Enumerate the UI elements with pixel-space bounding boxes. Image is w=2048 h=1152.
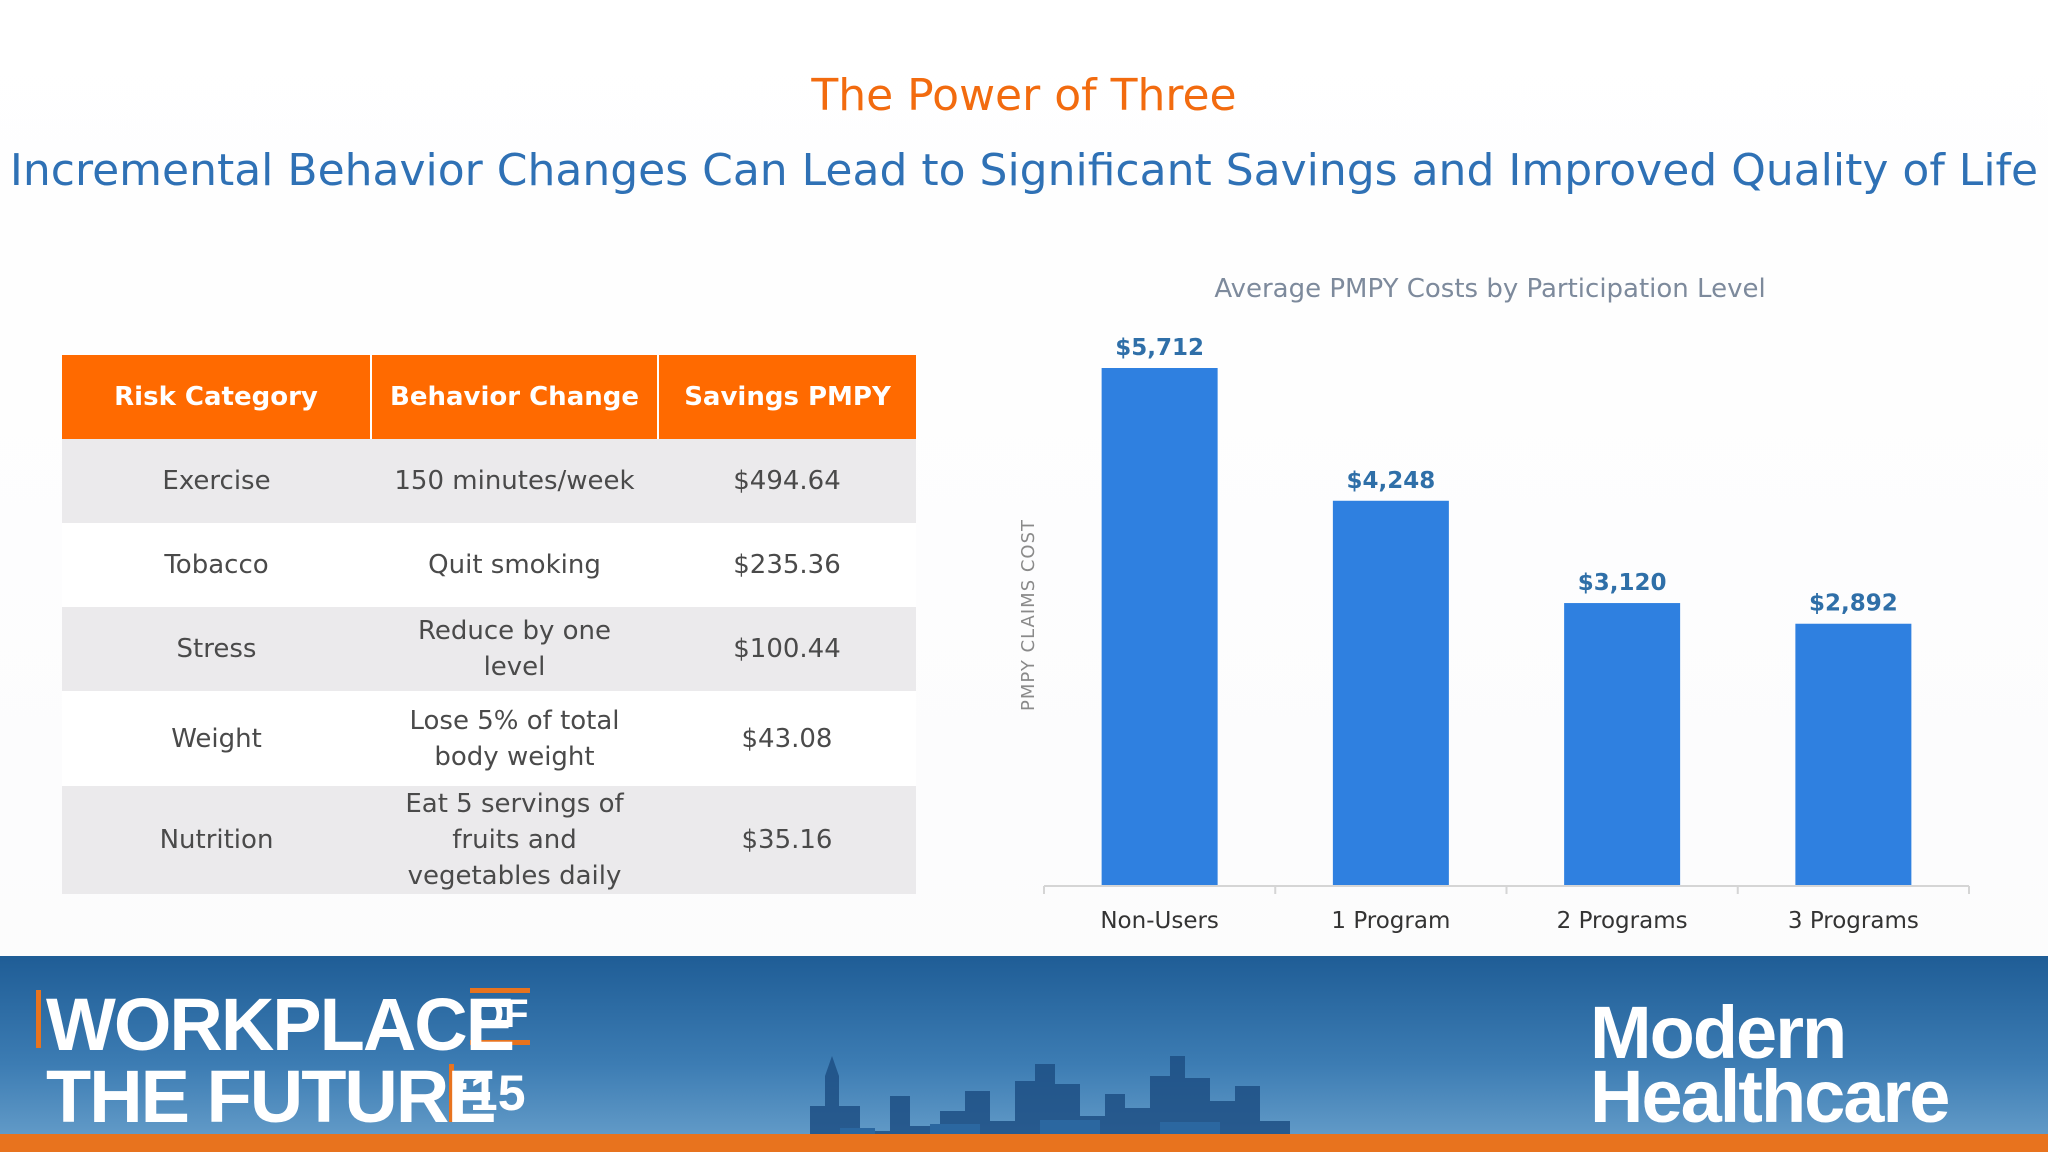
cell-savings: $235.36 <box>658 523 916 607</box>
chart-y-axis-label: PMPY CLAIMS COST <box>1018 519 1039 711</box>
cell-category: Weight <box>62 691 371 786</box>
chart-category-label: 3 Programs <box>1788 908 1919 934</box>
footer-banner: WORKPLACE OF THE FUTURE ‘15 Modern Healt… <box>0 956 2048 1152</box>
chart-category-label: 1 Program <box>1331 908 1450 934</box>
cell-savings: $494.64 <box>658 439 916 523</box>
chart-category-label: Non-Users <box>1100 908 1219 934</box>
cell-category: Tobacco <box>62 523 371 607</box>
cost-bar-chart: Average PMPY Costs by Participation Leve… <box>1018 274 1970 934</box>
chart-ticks <box>1043 886 1970 894</box>
event-logo-text: THE FUTURE <box>46 1055 497 1138</box>
chart-title: Average PMPY Costs by Participation Leve… <box>1214 274 1765 304</box>
chart-bar <box>1332 500 1449 886</box>
chart-value-labels: $5,712 $4,248 $3,120 $2,892 <box>1115 335 1898 617</box>
table-header-row: Risk Category Behavior Change Savings PM… <box>62 355 916 439</box>
chart-bars <box>1101 368 1912 886</box>
chart-bar <box>1795 623 1912 886</box>
page-title: The Power of Three <box>811 70 1237 121</box>
header-savings-pmpy: Savings PMPY <box>657 355 916 439</box>
cell-change: Eat 5 servings of fruits and vegetables … <box>371 786 658 894</box>
cell-savings: $35.16 <box>658 786 916 894</box>
cell-change: Reduce by one level <box>371 607 658 691</box>
table-row: Stress Reduce by one level $100.44 <box>62 607 916 691</box>
brand-logo-text: Modern <box>1590 991 1847 1074</box>
event-logo-text: OF <box>473 992 529 1036</box>
cell-category: Stress <box>62 607 371 691</box>
cell-savings: $100.44 <box>658 607 916 691</box>
chart-bar <box>1564 603 1681 886</box>
page-subtitle: Incremental Behavior Changes Can Lead to… <box>9 145 2039 196</box>
cell-change: 150 minutes/week <box>371 439 658 523</box>
chart-category-label: 2 Programs <box>1557 908 1688 934</box>
cell-change: Lose 5% of total body weight <box>371 691 658 786</box>
table-row: Exercise 150 minutes/week $494.64 <box>62 439 916 523</box>
cell-savings: $43.08 <box>658 691 916 786</box>
cell-change: Quit smoking <box>371 523 658 607</box>
table-row: Weight Lose 5% of total body weight $43.… <box>62 691 916 786</box>
cell-category: Exercise <box>62 439 371 523</box>
brand-logo-text: Healthcare <box>1590 1055 1950 1138</box>
event-logo-accent-bar <box>36 990 41 1048</box>
event-logo-accent-bar <box>470 1040 530 1045</box>
table-row: Tobacco Quit smoking $235.36 <box>62 523 916 607</box>
event-logo-text: WORKPLACE <box>46 983 515 1066</box>
event-logo-text: ‘15 <box>456 1065 526 1121</box>
chart-category-labels: Non-Users 1 Program 2 Programs 3 Programs <box>1100 908 1919 934</box>
event-logo-accent-bar <box>449 1064 454 1122</box>
chart-data-label: $4,248 <box>1346 468 1435 494</box>
cell-category: Nutrition <box>62 786 371 894</box>
savings-table: Risk Category Behavior Change Savings PM… <box>62 355 916 894</box>
chart-data-label: $5,712 <box>1115 335 1204 361</box>
header-behavior-change: Behavior Change <box>370 355 658 439</box>
event-logo-accent-bar <box>470 988 530 993</box>
footer-accent-strip <box>0 1134 2048 1152</box>
header-risk-category: Risk Category <box>62 355 371 439</box>
table-row: Nutrition Eat 5 servings of fruits and v… <box>62 786 916 894</box>
chart-bar <box>1101 368 1218 886</box>
chart-data-label: $2,892 <box>1809 591 1898 617</box>
chart-data-label: $3,120 <box>1578 570 1667 596</box>
